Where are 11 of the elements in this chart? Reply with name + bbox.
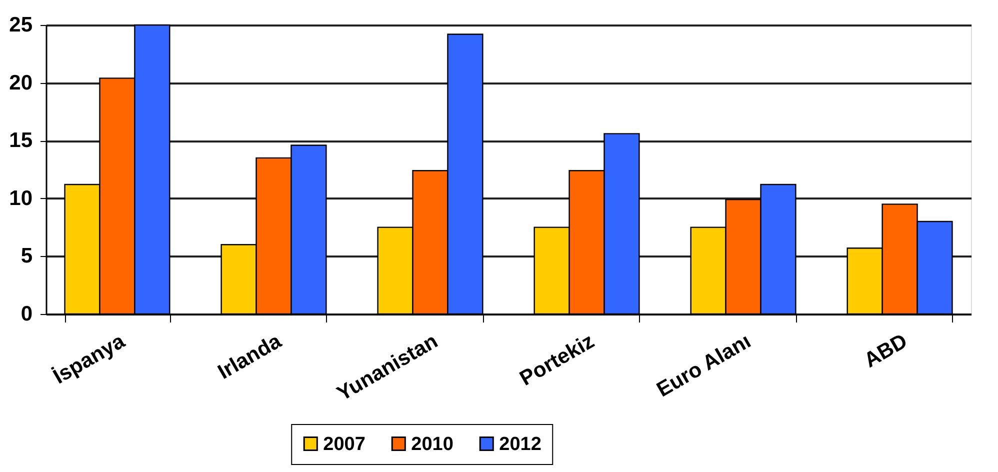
y-tick-label: 0: [20, 302, 32, 326]
legend-label: 2012: [499, 434, 542, 455]
y-tick-label: 15: [9, 129, 33, 152]
legend-label: 2007: [323, 434, 366, 455]
x-tick-label: Euro Alanı: [653, 330, 755, 402]
y-tick-label: 25: [9, 14, 33, 36]
legend-label: 2010: [411, 434, 454, 455]
y-tick-label: 10: [9, 186, 32, 210]
y-tick-label: 20: [9, 71, 32, 94]
y-tick-label: 5: [20, 244, 33, 268]
x-tick-label: ABD: [860, 330, 912, 372]
